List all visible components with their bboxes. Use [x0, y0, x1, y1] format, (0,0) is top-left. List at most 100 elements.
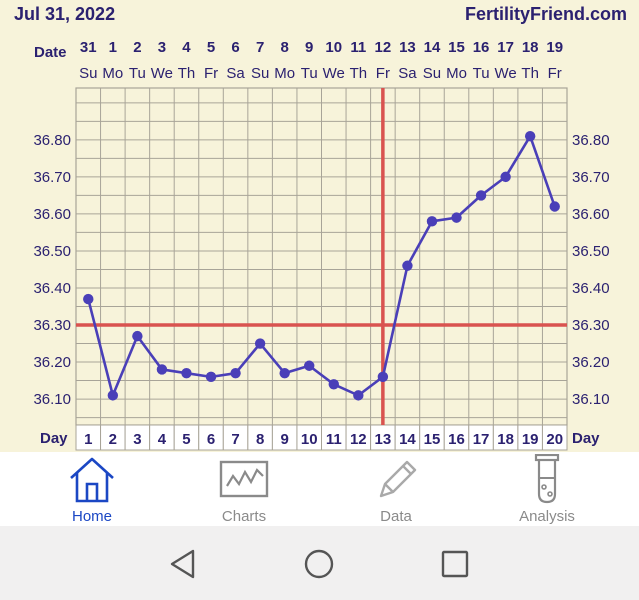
- date-label: 19: [546, 39, 563, 56]
- temperature-point: [524, 130, 536, 142]
- weekday-label: Tu: [301, 65, 318, 82]
- day-cell: [75, 424, 102, 451]
- day-cell: [492, 424, 519, 451]
- ytick-left: 36.40: [33, 280, 71, 297]
- nav-analysis-label: Analysis: [519, 508, 575, 525]
- brand-name: FertilityFriend.com: [464, 4, 627, 24]
- date-label: 18: [522, 39, 539, 56]
- weekday-label: We: [151, 65, 173, 82]
- day-cell: [247, 424, 273, 451]
- day-cell: [296, 424, 323, 451]
- weekday-label: Fr: [376, 65, 390, 82]
- nav-home[interactable]: Home: [32, 452, 152, 526]
- temperature-point: [230, 367, 241, 379]
- weekday-label: Tu: [129, 65, 146, 82]
- day-cell: [100, 424, 126, 451]
- temperature-point: [107, 390, 119, 401]
- date-label: 8: [281, 39, 289, 56]
- date-label: 10: [325, 39, 342, 56]
- day-cell: [468, 424, 494, 451]
- ytick-right: 36.10: [572, 391, 610, 408]
- temperature-point: [451, 212, 462, 223]
- ytick-right: 36.60: [572, 206, 610, 223]
- home-circle-icon[interactable]: [301, 546, 337, 582]
- temperature-point: [304, 360, 315, 371]
- day-cell: [321, 424, 347, 451]
- date-label: 11: [350, 39, 366, 56]
- nav-charts-label: Charts: [221, 508, 267, 525]
- nav-home-label: Home: [71, 508, 112, 525]
- ytick-left: 36.70: [33, 169, 71, 186]
- day-cell: [345, 424, 372, 451]
- date-label: 13: [399, 39, 416, 56]
- day-label: 18: [497, 431, 514, 448]
- temperature-point: [328, 379, 339, 390]
- nav-analysis[interactable]: Analysis: [487, 452, 607, 526]
- day-label: 4: [158, 431, 167, 448]
- day-label: 6: [207, 431, 215, 448]
- temperature-point: [353, 390, 364, 401]
- day-label: 10: [301, 431, 318, 448]
- day-label: 9: [281, 431, 289, 448]
- temperature-point: [549, 201, 560, 212]
- ytick-left: 36.60: [33, 206, 71, 223]
- weekday-label: Su: [251, 65, 269, 82]
- system-navigation-bar: [0, 526, 639, 600]
- weekday-label: Th: [350, 65, 368, 82]
- nav-charts[interactable]: Charts: [184, 452, 304, 526]
- date-label: 5: [207, 39, 215, 56]
- day-cell: [222, 424, 249, 451]
- temperature-point: [181, 367, 192, 379]
- ytick-right: 36.20: [572, 354, 610, 371]
- test-tube-icon: [534, 454, 560, 504]
- date-label: 3: [158, 39, 166, 56]
- temperature-point: [83, 293, 94, 305]
- recents-square-icon[interactable]: [437, 546, 473, 582]
- day-label: 20: [546, 431, 563, 448]
- nav-data[interactable]: Data: [336, 452, 456, 526]
- ytick-left: 36.20: [33, 354, 71, 371]
- temperature-point: [156, 364, 168, 375]
- day-label: 12: [350, 431, 367, 448]
- pencil-icon: [379, 460, 417, 498]
- chart-icon: [219, 460, 269, 498]
- date-label: 9: [305, 39, 313, 56]
- ytick-right: 36.80: [572, 132, 610, 149]
- nav-data-label: Data: [380, 508, 412, 525]
- day-row-label-right: Day: [572, 430, 600, 447]
- weekday-label: Th: [178, 65, 196, 82]
- date-label: 17: [497, 39, 514, 56]
- day-label: 3: [133, 431, 141, 448]
- weekday-label: Sa: [398, 65, 417, 82]
- ytick-left: 36.10: [33, 391, 71, 408]
- day-label: 1: [84, 431, 92, 448]
- day-label: 16: [448, 431, 465, 448]
- weekday-label: We: [323, 65, 345, 82]
- date-label: 16: [473, 39, 490, 56]
- temperature-point: [279, 367, 290, 379]
- day-label: 5: [182, 431, 190, 448]
- date-label: 14: [424, 39, 441, 56]
- day-cell: [541, 424, 568, 451]
- bottom-navigation: Home Charts Data Analysis: [0, 452, 639, 526]
- date-label: 6: [231, 39, 239, 56]
- date-label: 7: [256, 39, 264, 56]
- weekday-label: Sa: [226, 65, 245, 82]
- home-icon: [70, 457, 114, 503]
- weekday-label: Mo: [446, 65, 467, 82]
- ytick-right: 36.70: [572, 169, 610, 186]
- weekday-label: Mo: [102, 65, 123, 82]
- ytick-left: 36.30: [33, 317, 71, 334]
- chart-area: Jul 31, 2022 FertilityFriend.com Date Day…: [0, 0, 639, 452]
- day-label: 11: [326, 431, 342, 448]
- weekday-label: Fr: [548, 65, 562, 82]
- day-label: 14: [399, 431, 416, 448]
- day-label: 15: [424, 431, 441, 448]
- day-cell: [198, 424, 224, 451]
- day-cell: [517, 424, 543, 451]
- ytick-right: 36.50: [572, 243, 610, 260]
- date-row-label: Date: [34, 44, 67, 61]
- back-triangle-icon[interactable]: [165, 546, 201, 582]
- temperature-point: [426, 216, 438, 227]
